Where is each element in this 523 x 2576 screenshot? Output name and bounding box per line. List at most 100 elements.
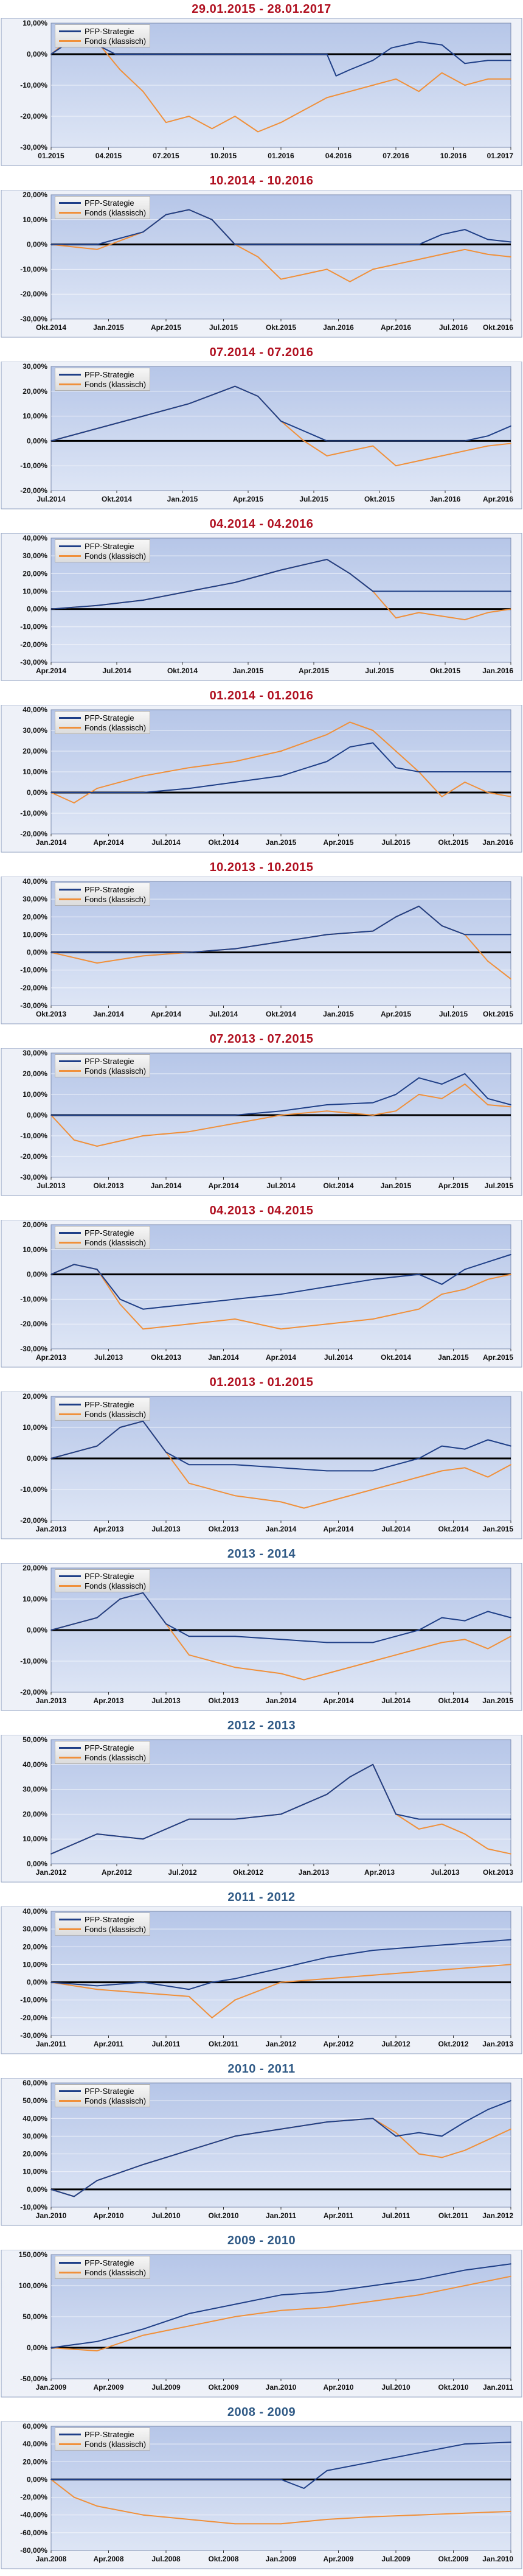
data-point [188,767,190,769]
chart-block: 10.2014 - 10.2016 20,00% 10,00% 0,00% -10,00… [0,172,523,343]
series-line-strategy [50,1939,511,1990]
data-point [418,1971,420,1972]
data-point [234,2135,236,2137]
data-point [326,1110,328,1112]
x-tick-label: Okt.2013 [36,1010,66,1018]
data-point [142,2334,144,2336]
legend-swatch [59,1069,81,1072]
data-point [280,2523,282,2525]
data-point [142,415,144,417]
data-point [441,2135,443,2137]
x-tick-label: 07.2016 [383,152,409,160]
y-tick-label: 150,00% [19,2250,48,2259]
data-point [418,1273,420,1275]
data-point [464,1269,466,1270]
data-point [142,2164,144,2165]
y-tick-label: 0,00% [27,1270,47,1279]
x-tick-label: Jan.2015 [233,667,264,675]
x-tick-label: Apr.2014 [36,667,66,675]
data-point [487,60,489,61]
data-point [464,1289,466,1290]
x-tick-label: Apr.2015 [438,1181,468,1190]
y-tick-label: 0,00% [27,50,47,58]
legend-entry: Fonds (klassisch) [59,1409,146,1419]
x-tick-label: Jul.2010 [151,2211,181,2220]
data-point [464,771,466,772]
data-point [349,721,351,723]
data-point [280,1813,282,1815]
x-tick-label: Jan.2016 [482,838,513,847]
x-tick-label: Okt.2010 [438,2383,468,2392]
data-point [418,1308,420,1310]
x-tick-label: Jan.2014 [36,838,67,847]
legend-label: Fonds (klassisch) [85,379,147,389]
data-point [326,1642,328,1643]
data-point [464,590,466,592]
legend-swatch [59,545,81,547]
y-tick-label: 10,00% [23,1090,47,1099]
chart-title: 10.2014 - 10.2016 [209,174,314,187]
data-point [188,1996,190,1997]
y-tick-label: -20,00% [20,486,47,495]
y-tick-label: 20,00% [23,912,47,921]
data-point [487,435,489,437]
data-point [280,1328,282,1330]
data-point [441,254,443,255]
x-tick-label: Okt.2016 [483,323,513,332]
x-tick-label: Jan.2012 [266,2040,297,2048]
data-point [464,2149,466,2151]
chart-block: 04.2014 - 04.2016 40,00% 30,00% 20,00% 10,00… [0,515,523,687]
data-point [372,1489,374,1490]
data-point [96,788,98,789]
data-point [418,2514,420,2516]
x-tick-label: Okt.2008 [208,2555,238,2563]
chart-title: 10.2013 - 10.2015 [209,861,314,874]
y-tick-label: 0,00% [27,1111,47,1119]
x-tick-label: Okt.2014 [167,667,198,675]
y-tick-label: 20,00% [23,1069,47,1078]
y-tick-label: -10,00% [20,1295,47,1303]
y-tick-label: 0,00% [27,240,47,249]
x-tick-label: Okt.2011 [438,2211,469,2220]
data-point [464,1833,466,1835]
data-point [418,590,420,592]
x-tick-label: 01.2017 [487,152,514,160]
legend-entry: Fonds (klassisch) [59,894,146,904]
data-point [211,2017,213,2018]
y-tick-label: -50,00% [20,2375,47,2383]
series-line-strategy [51,209,511,245]
legend-label: Fonds (klassisch) [85,1752,147,1762]
x-tick-label: Okt.2013 [483,1868,513,1877]
data-point [280,1110,282,1112]
x-tick-label: Apr.2008 [93,2555,123,2563]
chart-title: 2008 - 2009 [227,2406,296,2419]
data-point [303,2488,305,2489]
data-point [188,1989,190,1990]
data-point [418,612,420,614]
legend-swatch [59,1241,81,1244]
legend-label: PFP-Strategie [85,2086,134,2096]
data-point [510,796,511,797]
data-point [257,243,259,245]
data-point [372,2285,374,2286]
data-point [188,1131,190,1133]
data-point [73,802,75,803]
x-tick-label: Jan.2014 [93,1010,124,1018]
chart-block: 01.2014 - 01.2016 40,00% 30,00% 20,00% 10,00… [0,687,523,858]
legend: PFP-Strategie Fonds (klassisch) [55,1054,151,1077]
y-tick-label: -10,00% [20,1657,47,1665]
data-point [326,1793,328,1795]
data-point [50,54,52,55]
data-point [50,1853,52,1855]
data-point [395,2135,397,2137]
x-tick-label: Jan.2014 [266,1696,297,1705]
legend-swatch [59,2271,81,2273]
x-tick-label: Apr.2015 [323,838,353,847]
x-tick-label: Apr.2010 [323,2383,353,2392]
chart-title: 01.2014 - 01.2016 [209,689,314,702]
y-tick-label: 10,00% [23,412,47,421]
x-tick-label: Okt.2014 [266,1010,296,1018]
data-point [487,2139,489,2141]
data-point [464,440,466,442]
legend-swatch [59,1918,81,1920]
